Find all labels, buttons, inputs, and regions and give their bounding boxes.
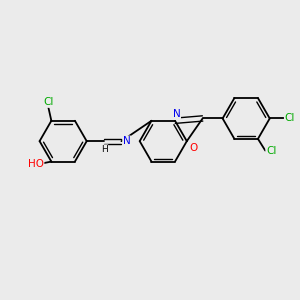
Text: N: N: [123, 136, 130, 146]
Text: N: N: [172, 109, 180, 119]
Text: Cl: Cl: [266, 146, 276, 156]
Text: Cl: Cl: [285, 113, 295, 124]
Text: H: H: [101, 145, 108, 154]
Text: HO: HO: [28, 159, 44, 169]
Text: Cl: Cl: [43, 97, 54, 107]
Text: O: O: [189, 142, 197, 153]
